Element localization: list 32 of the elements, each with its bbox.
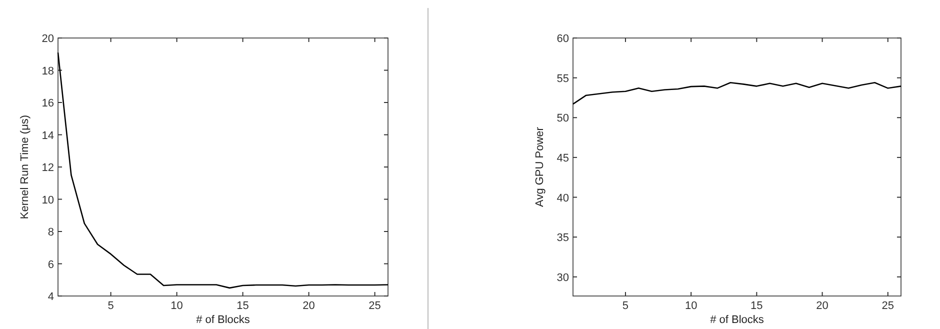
line-series xyxy=(57,52,389,289)
x-axis-title: # of Blocks xyxy=(710,314,764,326)
x-tick-label: 15 xyxy=(750,300,763,312)
x-tick-label: 20 xyxy=(302,300,315,312)
y-tick-label: 20 xyxy=(42,33,54,45)
x-tick-label: 25 xyxy=(882,300,894,312)
y-tick-label: 40 xyxy=(556,192,569,204)
y-tick-label: 12 xyxy=(42,162,54,174)
y-axis-title: Kernel Run Time (μs) xyxy=(19,114,31,220)
x-tick-label: 10 xyxy=(684,300,698,312)
y-tick-label: 60 xyxy=(556,33,569,45)
y-tick-label: 4 xyxy=(48,291,54,303)
line-series xyxy=(572,82,902,105)
y-tick-label: 8 xyxy=(48,226,54,238)
y-axis-title: Avg GPU Power xyxy=(534,126,546,207)
y-tick-label: 16 xyxy=(42,98,54,110)
y-tick-label: 18 xyxy=(42,65,54,78)
y-tick-label: 35 xyxy=(556,232,569,244)
x-tick-label: 25 xyxy=(368,300,381,312)
y-tick-label: 50 xyxy=(556,112,569,125)
x-axis-title: # of Blocks xyxy=(196,314,250,326)
y-tick-label: 30 xyxy=(556,272,569,284)
y-tick-label: 45 xyxy=(556,152,569,164)
y-tick-label: 55 xyxy=(556,72,569,85)
y-tick-label: 6 xyxy=(48,258,54,271)
x-tick-label: 5 xyxy=(108,300,114,312)
x-tick-label: 15 xyxy=(236,300,249,312)
x-tick-label: 20 xyxy=(816,300,828,312)
y-tick-label: 10 xyxy=(42,194,54,206)
x-tick-label: 10 xyxy=(170,300,183,312)
x-tick-label: 5 xyxy=(622,300,629,312)
y-tick-label: 14 xyxy=(42,130,54,142)
